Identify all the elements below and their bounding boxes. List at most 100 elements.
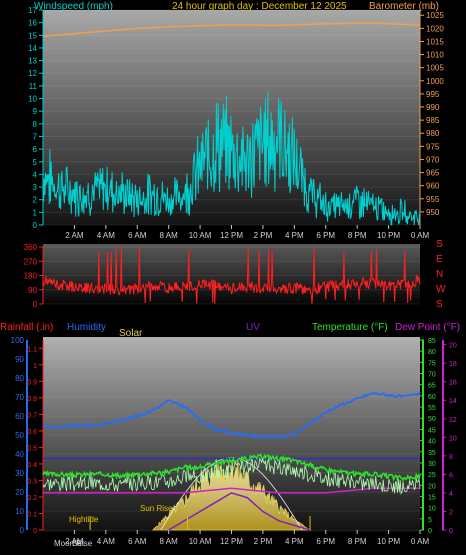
rain-tick-label: 0.2	[27, 495, 37, 502]
rain-tick-label: 0.4	[27, 462, 37, 469]
barometer-line	[42, 22, 421, 37]
pct-tick-label: 80	[15, 374, 24, 383]
x-tick-label: 8 AM	[160, 231, 179, 240]
x-tick-label: 4 AM	[97, 537, 116, 546]
compass-label: N	[436, 269, 443, 280]
rain-tick-label: 0.1	[27, 511, 37, 518]
temp-tick-label: 65	[428, 383, 436, 390]
baro-tick-label: 970	[426, 155, 440, 164]
legend-solar: Solar	[119, 328, 143, 339]
x-tick-label: 10 AM	[189, 537, 212, 546]
dir-tick-label: 360	[24, 243, 38, 252]
baro-tick-label: 985	[426, 116, 440, 125]
wind-tick-label: 6	[33, 145, 38, 154]
baro-tick-label: 955	[426, 195, 440, 204]
dir-tick-label: 90	[28, 286, 37, 295]
uv-line	[168, 492, 311, 531]
wind-tick-label: 7	[33, 132, 38, 141]
x-tick-label: 8 PM	[348, 231, 367, 240]
dew-tick-label: 14	[449, 398, 457, 405]
wind-tick-label: 2	[33, 196, 38, 205]
temp-tick-label: 85	[428, 338, 436, 345]
baro-tick-label: 960	[426, 182, 440, 191]
legend-temperature: Temperature (°F)	[312, 322, 388, 333]
chart-marks: 0123456789101112131415161795095596096597…	[11, 6, 457, 546]
x-tick-label: 6 AM	[128, 537, 147, 546]
temp-tick-label: 0	[428, 528, 432, 535]
baro-tick-label: 1010	[426, 51, 444, 60]
x-tick-label: 10 AM	[189, 231, 212, 240]
temp-tick-label: 20	[428, 483, 436, 490]
dew-tick-label: 18	[449, 361, 457, 368]
x-tick-label: 12 PM	[220, 231, 243, 240]
wind-tick-label: 1	[33, 208, 38, 217]
dew-tick-label: 16	[449, 380, 457, 387]
dir-tick-label: 0	[33, 300, 38, 309]
dir-tick-label: 180	[24, 272, 38, 281]
pct-tick-label: 70	[15, 393, 24, 402]
humidity-line	[42, 391, 421, 440]
baro-tick-label: 1005	[426, 64, 444, 73]
wind-tick-label: 12	[28, 69, 37, 78]
pct-tick-label: 0	[20, 526, 25, 535]
solar-area	[152, 458, 312, 531]
baro-tick-label: 1000	[426, 77, 444, 86]
baro-tick-label: 1015	[426, 37, 444, 46]
x-tick-label: 4 PM	[285, 537, 304, 546]
temp-tick-label: 25	[428, 472, 436, 479]
rain-tick-label: 1.1	[27, 346, 37, 353]
windspeed-label: Windspeed (mph)	[34, 1, 113, 12]
compass-label: S	[436, 299, 443, 310]
dew-tick-label: 20	[449, 343, 457, 350]
compass-label: W	[436, 284, 446, 295]
pct-tick-label: 60	[15, 412, 24, 421]
rain-tick-label: 0.5	[27, 445, 37, 452]
x-tick-label: 6 PM	[316, 537, 335, 546]
x-tick-label: 0 AM	[411, 231, 430, 240]
pct-tick-label: 90	[15, 355, 24, 364]
temp-tick-label: 5	[428, 517, 432, 524]
temp-tick-label: 80	[428, 349, 436, 356]
temp-tick-label: 70	[428, 372, 436, 379]
temp-tick-label: 45	[428, 427, 436, 434]
rain-tick-label: 0.9	[27, 379, 37, 386]
legend-dewpoint: Dew Point (°F)	[395, 322, 460, 333]
rain-tick-label: 0.7	[27, 412, 37, 419]
wind-tick-label: 16	[28, 19, 37, 28]
pct-tick-label: 50	[15, 431, 24, 440]
dew-tick-label: 4	[449, 491, 453, 498]
pct-tick-label: 100	[11, 336, 25, 345]
compass-label: S	[436, 239, 443, 250]
compass-label: E	[436, 254, 443, 265]
rain-tick-label: 0.3	[27, 478, 37, 485]
hightide-label: Hightide	[69, 515, 99, 524]
baro-tick-label: 990	[426, 103, 440, 112]
rain-tick-label: 1	[33, 363, 37, 370]
x-tick-label: 2 AM	[65, 537, 84, 546]
baro-tick-label: 1025	[426, 11, 444, 20]
graph-title: 24 hour graph day : December 12 2025	[172, 1, 347, 12]
dew-tick-label: 6	[449, 472, 453, 479]
dew-tick-label: 10	[449, 435, 457, 442]
x-tick-label: 12 PM	[220, 537, 243, 546]
rain-tick-label: 0.6	[27, 429, 37, 436]
rain-tick-label: 0	[33, 528, 37, 535]
temp-tick-label: 55	[428, 405, 436, 412]
wind-tick-label: 11	[29, 82, 38, 91]
temp-tick-label: 50	[428, 416, 436, 423]
dew-tick-label: 0	[449, 528, 453, 535]
x-tick-label: 2 PM	[254, 231, 273, 240]
legend-humidity: Humidity	[67, 322, 106, 333]
baro-tick-label: 950	[426, 208, 440, 217]
dew-tick-label: 8	[449, 454, 453, 461]
x-tick-label: 4 AM	[97, 231, 116, 240]
dew-tick-label: 2	[449, 509, 453, 516]
wind-tick-label: 14	[28, 44, 37, 53]
wind-tick-label: 10	[28, 95, 37, 104]
temp-tick-label: 30	[428, 461, 436, 468]
pct-tick-label: 10	[15, 507, 24, 516]
pct-tick-label: 30	[15, 469, 24, 478]
wind-tick-label: 9	[33, 107, 38, 116]
